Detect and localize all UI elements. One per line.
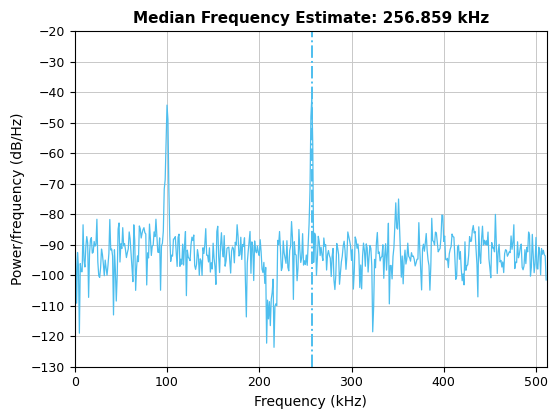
Y-axis label: Power/frequency (dB/Hz): Power/frequency (dB/Hz) <box>11 113 25 285</box>
Title: Median Frequency Estimate: 256.859 kHz: Median Frequency Estimate: 256.859 kHz <box>133 11 489 26</box>
X-axis label: Frequency (kHz): Frequency (kHz) <box>254 395 367 409</box>
